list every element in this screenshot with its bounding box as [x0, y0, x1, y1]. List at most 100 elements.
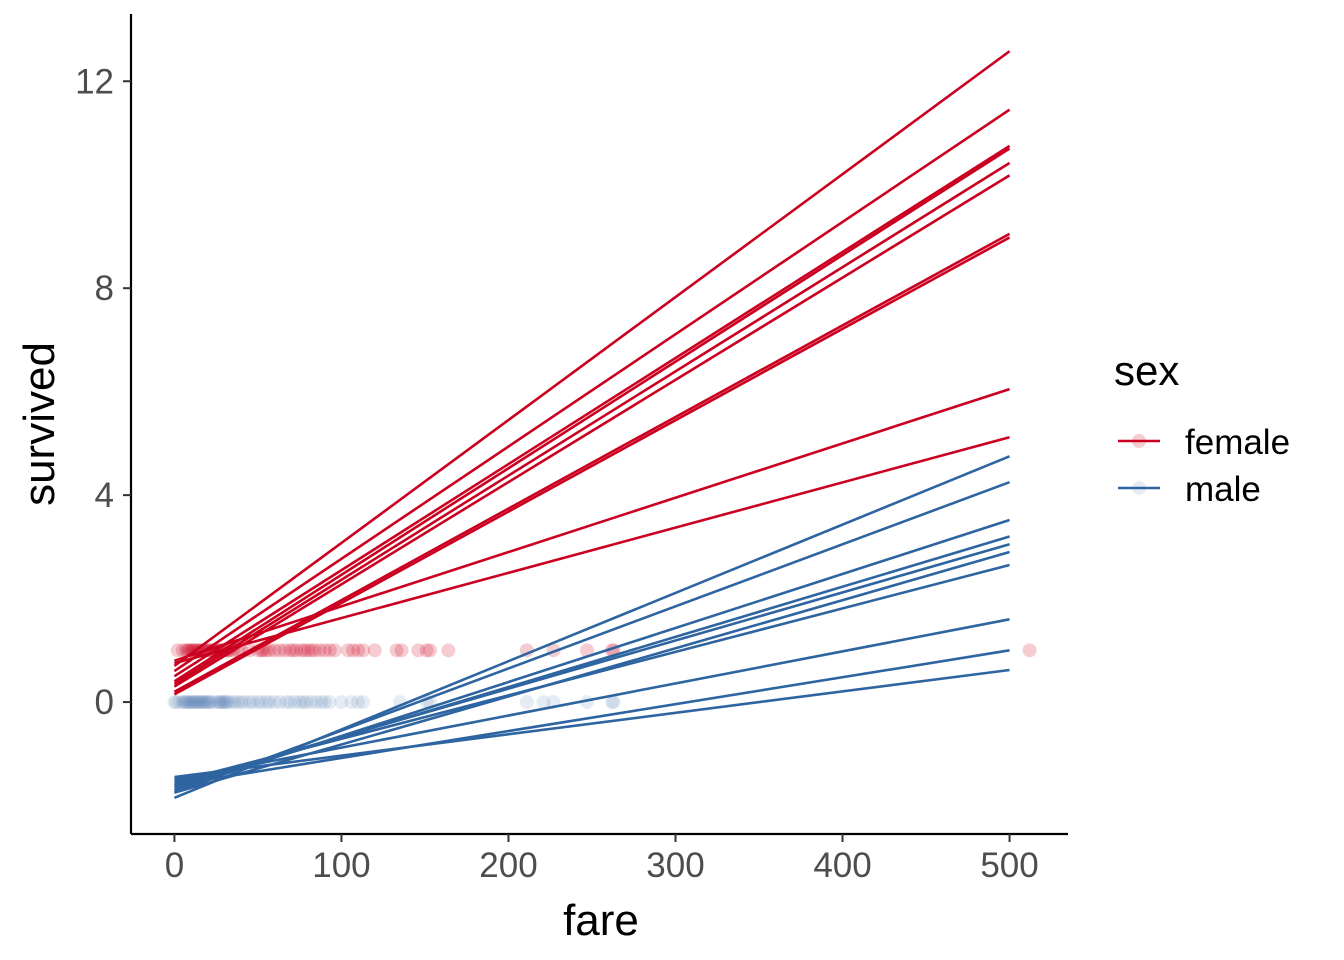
data-point-male: [254, 695, 269, 710]
data-point-female: [367, 643, 382, 658]
regression-line-female: [173, 174, 1011, 688]
regression-line-female: [173, 161, 1011, 686]
data-point-male: [234, 695, 249, 710]
x-tick-label: 100: [312, 846, 370, 885]
data-point-male: [180, 695, 195, 710]
data-point-female: [579, 643, 594, 658]
data-point-male: [219, 695, 234, 710]
regression-line-female: [173, 144, 1011, 678]
data-point-male: [250, 695, 265, 710]
data-point-female: [294, 643, 309, 658]
regression-line-female: [173, 236, 1011, 696]
data-point-male: [287, 695, 302, 710]
y-tick-label: 0: [95, 683, 114, 722]
legend-entry-female: female: [1118, 423, 1290, 462]
data-point-female: [307, 643, 322, 658]
data-point-female: [322, 643, 337, 658]
data-point-female: [419, 643, 434, 658]
y-tick-label: 4: [95, 476, 114, 515]
data-point-male: [356, 695, 371, 710]
axes: 0 100 200 300 400 500 0 4 8 12: [75, 14, 1068, 885]
data-point-male: [207, 695, 222, 710]
data-point-male: [199, 695, 214, 710]
data-point-male: [334, 695, 349, 710]
data-point-female: [317, 643, 332, 658]
data-point-male: [190, 695, 205, 710]
data-point-male: [220, 695, 235, 710]
data-point-female: [267, 643, 282, 658]
data-point-male: [169, 695, 184, 710]
data-point-male: [194, 695, 209, 710]
regression-line-male: [174, 563, 1010, 784]
data-point-female: [1022, 643, 1037, 658]
x-tick-label: 200: [479, 846, 537, 885]
data-point-male: [175, 695, 190, 710]
x-tick-label: 500: [980, 846, 1038, 885]
data-point-male: [197, 695, 212, 710]
data-point-male: [299, 695, 314, 710]
data-point-male: [224, 695, 239, 710]
data-point-male: [185, 695, 200, 710]
lines-layer: [173, 50, 1011, 799]
data-point-male: [292, 695, 307, 710]
data-point-female: [282, 643, 297, 658]
data-point-male: [192, 695, 207, 710]
data-point-male: [296, 695, 311, 710]
points-layer: [167, 643, 1037, 710]
regression-line-male: [173, 480, 1010, 794]
regression-line-male: [174, 668, 1010, 779]
data-point-male: [304, 695, 319, 710]
y-tick-label: 8: [95, 269, 114, 308]
data-point-male: [344, 695, 359, 710]
y-ticks: 0 4 8 12: [75, 62, 131, 722]
legend: sex female male: [1114, 347, 1290, 509]
data-point-male: [317, 695, 332, 710]
x-axis-title: fare: [563, 896, 639, 945]
regression-line-female: [173, 147, 1011, 683]
data-point-female: [297, 643, 312, 658]
data-point-female: [262, 643, 277, 658]
data-point-male: [167, 695, 182, 710]
data-point-male: [177, 695, 192, 710]
data-point-male: [215, 695, 230, 710]
data-point-female: [411, 643, 426, 658]
data-point-male: [200, 695, 215, 710]
data-point-male: [212, 695, 227, 710]
regression-line-female: [174, 387, 1010, 662]
data-point-female: [304, 643, 319, 658]
data-point-female: [351, 643, 366, 658]
data-point-male: [392, 695, 407, 710]
plot-area: [167, 50, 1037, 799]
data-point-female: [341, 643, 356, 658]
data-point-male: [227, 695, 242, 710]
data-point-male: [204, 695, 219, 710]
y-axis-title: survived: [15, 342, 64, 506]
data-point-male: [237, 695, 252, 710]
data-point-male: [182, 695, 197, 710]
data-point-male: [259, 695, 274, 710]
data-point-male: [189, 695, 204, 710]
data-point-male: [279, 695, 294, 710]
data-point-male: [519, 695, 534, 710]
data-point-female: [422, 643, 437, 658]
data-point-male: [309, 695, 324, 710]
data-point-male: [210, 695, 225, 710]
data-point-female: [441, 643, 456, 658]
data-point-male: [606, 695, 621, 710]
data-point-male: [179, 695, 194, 710]
data-point-female: [327, 643, 342, 658]
data-point-male: [217, 695, 232, 710]
x-tick-label: 300: [646, 846, 704, 885]
data-point-male: [536, 695, 551, 710]
x-tick-label: 400: [813, 846, 871, 885]
data-point-male: [202, 695, 217, 710]
data-point-female: [312, 643, 327, 658]
data-point-male: [187, 695, 202, 710]
regression-line-female: [173, 232, 1011, 693]
regression-line-male: [174, 618, 1010, 781]
data-point-female: [356, 643, 371, 658]
data-point-male: [314, 695, 329, 710]
data-point-male: [242, 695, 257, 710]
regression-line-female: [174, 435, 1010, 665]
